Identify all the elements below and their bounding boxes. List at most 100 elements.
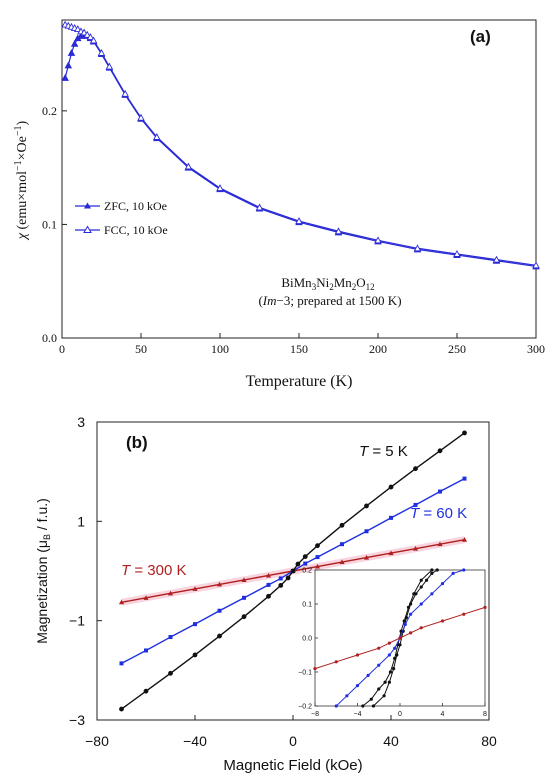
- inset-series-point-1: [412, 592, 416, 596]
- inset-series-point-1: [388, 670, 393, 674]
- inset-series-point-1: [393, 656, 397, 661]
- panel-b-series-point-2: [363, 554, 370, 560]
- panel-a-series-point-1: [255, 203, 264, 211]
- panel-a-series-point-1: [374, 236, 382, 244]
- panel-b-series-point-0: [241, 614, 247, 620]
- panel-b-series-point-0: [295, 561, 301, 567]
- inset-series-point-1: [361, 704, 365, 708]
- panel-a-series-point-1: [216, 184, 224, 192]
- inset-ticks: −8 −4 0 4 8 −0.2 −0.1 0.0 0.1 0.2: [298, 568, 487, 719]
- inset-series-point-0: [382, 694, 386, 698]
- panel-b-series-point-1: [193, 622, 197, 627]
- panel-b-series-point-1: [462, 476, 467, 481]
- panel-b-series-point-1: [278, 576, 283, 581]
- panel-b-series-point-1: [217, 608, 222, 613]
- inset-series-point-3: [440, 619, 445, 623]
- panel-b-series-point-1: [413, 502, 418, 507]
- panel-b-series-point-1: [315, 555, 320, 560]
- panel-a-series-point-1: [532, 261, 540, 269]
- inset-series-point-1: [383, 680, 387, 684]
- panel-a-xtick-label: 0: [59, 342, 65, 356]
- panel-b-ylabel: Magnetization (μB / f.u.): [34, 498, 52, 644]
- panel-a-series-point-1: [97, 48, 106, 56]
- panel-a-ylabel-part1: (emu×mol: [15, 171, 30, 233]
- inset-series-point-3: [483, 605, 487, 610]
- panel-a: 0 50 100 150 200 250 300 0.0 0.1 0.2 (a) Temperat…: [13, 19, 545, 390]
- panel-a-series-point-0: [70, 39, 79, 47]
- panel-a-series-point-1: [413, 244, 422, 252]
- panel-b-xtick-label: −40: [183, 733, 207, 749]
- panel-a-series-point-1: [153, 133, 161, 140]
- panel-b-xtick-label: 80: [481, 733, 497, 749]
- panel-a-series-point-1: [80, 28, 88, 36]
- panel-b-series-point-1: [242, 595, 246, 600]
- panel-b-ytick-label: 3: [77, 414, 85, 430]
- panel-a-ylabel-sup1: −1: [13, 160, 24, 171]
- inset-series: [313, 568, 487, 708]
- panel-a-ylabel: χ (emu×mol−1×Oe−1): [13, 121, 30, 242]
- panel-b-series-point-0: [143, 688, 149, 694]
- panel-b-series-point-0: [462, 430, 467, 436]
- inset-series-point-2: [419, 602, 423, 606]
- inset-series-point-3: [462, 612, 466, 616]
- inset-series-point-0: [424, 578, 429, 582]
- inset-xtick-label: 0: [398, 711, 402, 718]
- inset-series-point-2: [430, 592, 434, 596]
- inset-ytick-label: 0.1: [302, 602, 312, 609]
- panel-b-inset: −8 −4 0 4 8 −0.2 −0.1 0.0 0.1 0.2: [298, 568, 487, 719]
- label-t-300k: T = 300 K: [121, 562, 186, 579]
- panel-a-series-point-1: [184, 162, 193, 170]
- inset-series-point-2: [451, 571, 455, 576]
- panel-a-ytick-label: 0.0: [42, 331, 57, 345]
- label-t-5k: T = 5 K: [359, 443, 408, 460]
- panel-a-series-point-0: [67, 48, 76, 56]
- panel-b-series-point-1: [168, 635, 173, 640]
- panel-b-series-point-1: [340, 542, 344, 547]
- panel-a-series-point-1: [492, 255, 501, 263]
- inset-series-point-2: [403, 622, 407, 627]
- panel-b-series-point-2: [167, 590, 174, 596]
- inset-series-point-3: [409, 631, 413, 635]
- panel-b-series-point-1: [303, 561, 308, 566]
- panel-b-series-point-1: [438, 489, 442, 494]
- panel-b-xtick-label: −80: [85, 733, 109, 749]
- panel-a-xtick-label: 150: [290, 342, 308, 356]
- label-t-60k: T = 60 K: [410, 505, 467, 522]
- inset-series-point-3: [398, 636, 402, 640]
- panel-a-ylabel-chi: χ: [15, 232, 30, 241]
- inset-series-point-3: [355, 653, 360, 657]
- panel-a-series-point-1: [105, 62, 114, 70]
- panel-b-xlabel: Magnetic Field (kOe): [223, 757, 362, 774]
- panel-a-ticks: 0 50 100 150 200 250 300 0.0 0.1 0.2: [42, 104, 545, 356]
- inset-series-point-0: [371, 704, 376, 708]
- panel-a-series-point-0: [64, 61, 73, 69]
- panel-b-series-point-0: [119, 706, 124, 712]
- inset-ytick-label: 0.0: [302, 636, 312, 643]
- panel-a-series-point-1: [137, 113, 145, 121]
- panel-a-plot-frame: [61, 19, 537, 339]
- inset-series-point-1: [402, 619, 406, 623]
- panel-a-series-point-0: [61, 73, 69, 81]
- panel-b-series-point-1: [389, 515, 393, 520]
- inset-series-point-3: [387, 641, 391, 645]
- panel-b-series-point-0: [278, 583, 284, 588]
- panel-a-series-point-1: [83, 30, 92, 38]
- inset-ytick-label: −0.2: [298, 704, 312, 711]
- panel-a-series-point-1: [74, 25, 82, 33]
- panel-a-series-point-1: [295, 217, 303, 224]
- panel-a-series-point-1: [334, 227, 343, 235]
- inset-series-point-2: [409, 612, 413, 616]
- inset-series-point-2: [387, 653, 391, 657]
- panel-a-legend: ZFC, 10 kOe FCC, 10 kOe: [75, 199, 168, 237]
- panel-b-series-point-1: [364, 529, 369, 534]
- inset-series-point-0: [387, 680, 391, 684]
- panel-b-series-point-0: [413, 466, 418, 472]
- inset-series-point-1: [406, 605, 411, 610]
- inset-series-point-2: [462, 568, 466, 572]
- panel-b-series-point-2: [314, 563, 321, 569]
- panel-b-ytick-label: −3: [69, 712, 85, 728]
- panel-a-ylabel-part3: ): [15, 121, 30, 126]
- panel-b-series-point-0: [168, 670, 173, 676]
- inset-series-point-2: [440, 582, 445, 586]
